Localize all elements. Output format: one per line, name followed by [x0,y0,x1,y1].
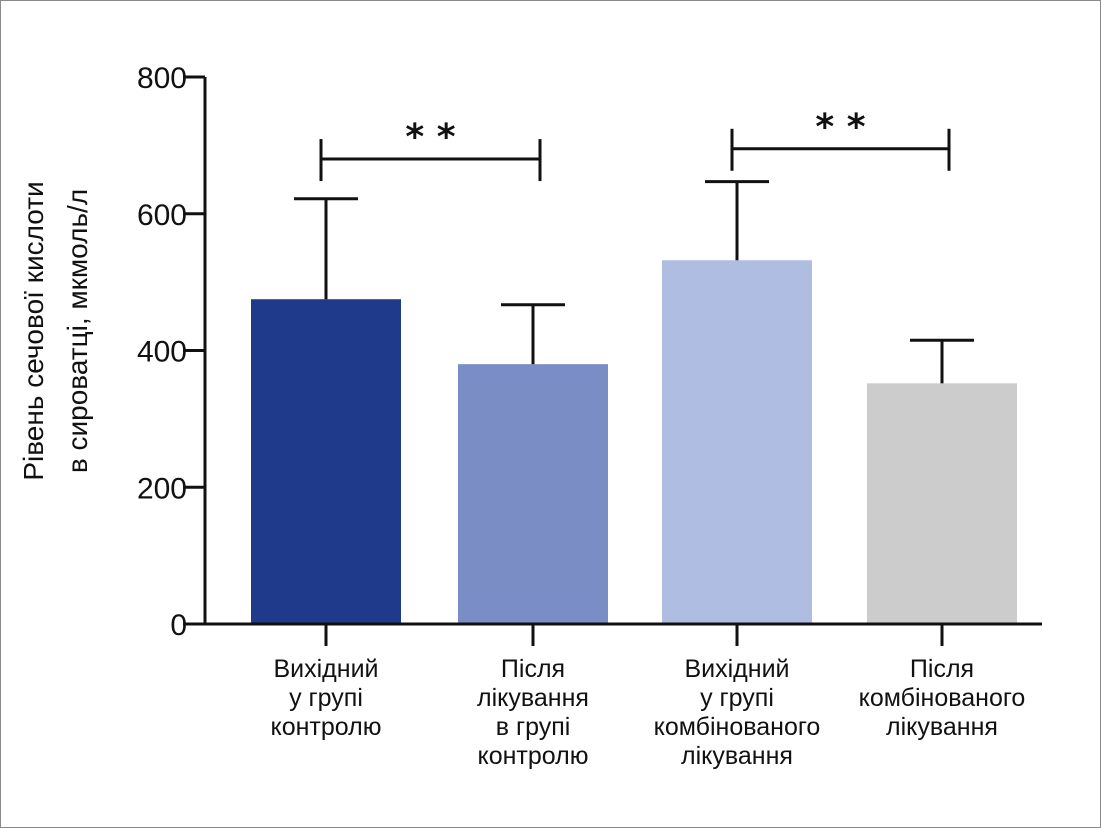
x-category-label-1: Вихідний у групі контролю [271,655,382,741]
y-axis-label-line: в сироватці, мкмоль/л [62,189,93,473]
x-category-label-line: у групі [700,684,774,712]
y-tick-label-800: 800 [137,62,187,95]
x-category-label-line: Після [501,655,565,683]
significance-label-2: * * [815,107,865,148]
x-category-label-line: комбінованого [654,713,821,741]
bar-4 [867,383,1017,624]
bar-1 [251,299,401,624]
x-category-label-line: контролю [271,713,382,741]
y-tick-label-0: 0 [170,609,187,642]
x-category-label-3: Вихідний у групі комбінованого лікування [654,655,821,770]
bar-3 [662,260,812,624]
x-category-label-4: Після комбінованого лікування [859,655,1026,741]
x-category-label-line: лікування [477,684,589,712]
x-category-label-line: у групі [289,684,363,712]
x-category-label-line: Після [910,655,974,683]
y-axis-label-line: Рівень сечової кислоти [18,181,49,480]
y-tick-label-200: 200 [137,472,187,505]
x-category-label-line: лікування [886,713,998,741]
x-category-label-line: Вихідний [273,655,378,683]
y-axis-label: Рівень сечової кислоти в сироватці, мкмол… [18,181,93,480]
x-category-label-line: комбінованого [859,684,1026,712]
x-category-label-line: в групі [496,713,571,741]
y-tick-label-600: 600 [137,199,187,232]
x-category-label-line: Вихідний [684,655,789,683]
bar-2 [458,364,608,624]
significance-label-1: * * [405,117,455,158]
x-category-label-line: контролю [478,742,589,770]
x-category-label-line: лікування [681,742,793,770]
y-tick-label-400: 400 [137,336,187,369]
x-category-label-2: Після лікування в групі контролю [477,655,589,770]
